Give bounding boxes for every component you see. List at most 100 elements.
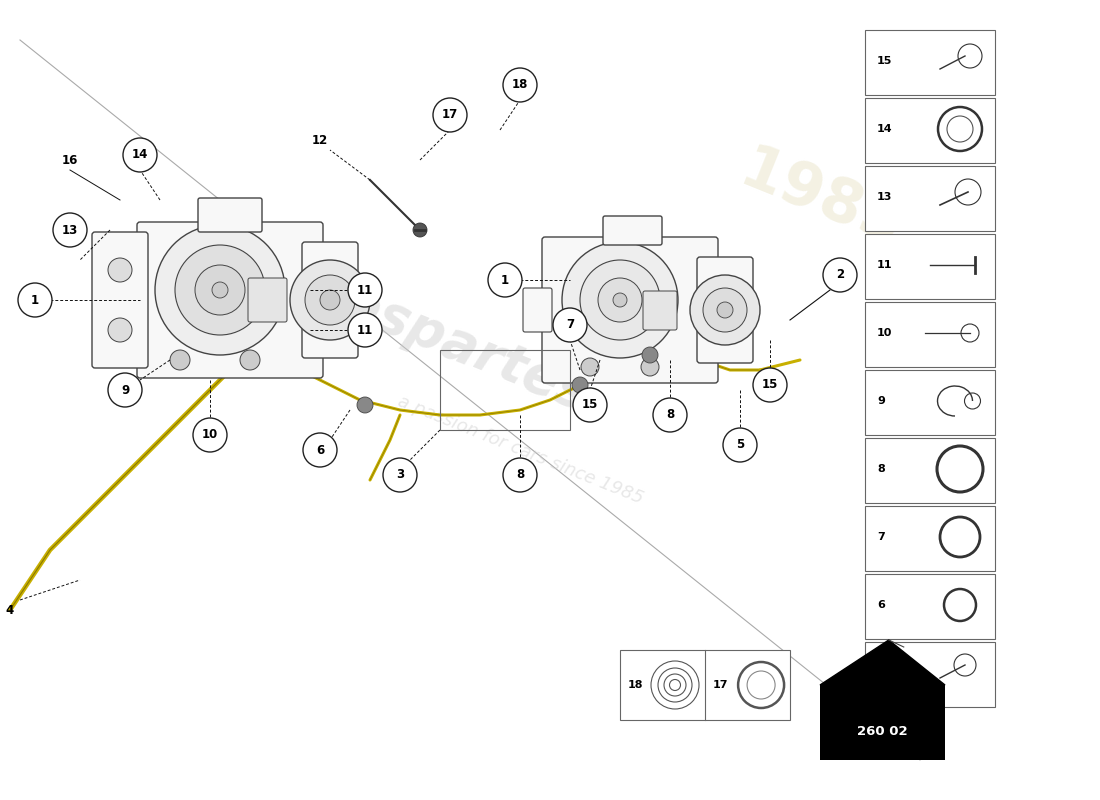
Text: 17: 17: [713, 680, 728, 690]
Circle shape: [348, 273, 382, 307]
Text: 13: 13: [62, 223, 78, 237]
Text: 3: 3: [396, 469, 404, 482]
FancyBboxPatch shape: [522, 288, 552, 332]
Text: 15: 15: [762, 378, 778, 391]
Bar: [865, 438, 996, 503]
Text: 5: 5: [736, 438, 744, 451]
Text: 16: 16: [62, 154, 78, 166]
Text: 11: 11: [356, 323, 373, 337]
Text: 7: 7: [565, 318, 574, 331]
Text: 10: 10: [202, 429, 218, 442]
Circle shape: [572, 377, 588, 393]
FancyBboxPatch shape: [138, 222, 323, 378]
Circle shape: [320, 290, 340, 310]
Text: 11: 11: [877, 260, 892, 270]
Circle shape: [717, 302, 733, 318]
Bar: [865, 642, 996, 707]
Text: 10: 10: [877, 328, 892, 338]
Circle shape: [412, 223, 427, 237]
Text: 5: 5: [877, 668, 884, 678]
FancyBboxPatch shape: [697, 257, 754, 363]
Text: 14: 14: [132, 149, 148, 162]
Text: 18: 18: [512, 78, 528, 91]
Circle shape: [641, 358, 659, 376]
Circle shape: [598, 278, 642, 322]
Bar: [865, 302, 996, 367]
Text: 2: 2: [836, 269, 844, 282]
Circle shape: [108, 373, 142, 407]
Text: 18: 18: [628, 680, 643, 690]
Circle shape: [581, 358, 600, 376]
Bar: [865, 506, 996, 571]
Circle shape: [703, 288, 747, 332]
Circle shape: [175, 245, 265, 335]
Circle shape: [53, 213, 87, 247]
Circle shape: [192, 418, 227, 452]
Circle shape: [573, 388, 607, 422]
Circle shape: [553, 308, 587, 342]
Bar: [865, 166, 996, 231]
Text: 9: 9: [877, 396, 884, 406]
Polygon shape: [820, 640, 945, 685]
Text: 12: 12: [312, 134, 328, 146]
Bar: [865, 234, 996, 299]
Circle shape: [170, 350, 190, 370]
Bar: [620, 650, 790, 720]
Bar: [440, 350, 570, 430]
Circle shape: [613, 293, 627, 307]
Circle shape: [823, 258, 857, 292]
FancyBboxPatch shape: [542, 237, 718, 383]
Circle shape: [108, 318, 132, 342]
Circle shape: [108, 258, 132, 282]
Text: a passion for cars since 1985: a passion for cars since 1985: [395, 392, 646, 508]
Text: 15: 15: [877, 56, 892, 66]
Text: 13: 13: [877, 192, 892, 202]
Text: 8: 8: [877, 464, 884, 474]
FancyBboxPatch shape: [603, 216, 662, 245]
Circle shape: [195, 265, 245, 315]
Circle shape: [383, 458, 417, 492]
Circle shape: [302, 433, 337, 467]
Text: 1: 1: [500, 274, 509, 286]
Circle shape: [690, 275, 760, 345]
Circle shape: [123, 138, 157, 172]
Circle shape: [290, 260, 370, 340]
Text: 14: 14: [877, 124, 892, 134]
Circle shape: [348, 313, 382, 347]
FancyBboxPatch shape: [302, 242, 358, 358]
Text: 11: 11: [356, 283, 373, 297]
Text: 15: 15: [582, 398, 598, 411]
FancyBboxPatch shape: [248, 278, 287, 322]
Circle shape: [754, 368, 786, 402]
Text: 17: 17: [442, 109, 458, 122]
Circle shape: [562, 242, 678, 358]
Circle shape: [433, 98, 468, 132]
Circle shape: [305, 275, 355, 325]
Bar: [865, 30, 996, 95]
Text: 1: 1: [31, 294, 40, 306]
Text: 1985: 1985: [730, 141, 910, 259]
Text: 8: 8: [516, 469, 524, 482]
Bar: [865, 98, 996, 163]
Circle shape: [358, 397, 373, 413]
Circle shape: [212, 282, 228, 298]
Bar: [865, 370, 996, 435]
Circle shape: [503, 68, 537, 102]
Text: 260 02: 260 02: [857, 725, 907, 738]
Bar: [865, 574, 996, 639]
Circle shape: [240, 350, 260, 370]
Text: 9: 9: [121, 383, 129, 397]
Circle shape: [18, 283, 52, 317]
Text: 7: 7: [877, 532, 884, 542]
Text: 8: 8: [666, 409, 674, 422]
Circle shape: [642, 347, 658, 363]
Text: 6: 6: [877, 600, 884, 610]
FancyBboxPatch shape: [198, 198, 262, 232]
Text: 4: 4: [6, 603, 14, 617]
Circle shape: [503, 458, 537, 492]
FancyBboxPatch shape: [644, 291, 676, 330]
Circle shape: [653, 398, 688, 432]
Text: 6: 6: [316, 443, 324, 457]
Text: eurospartes: eurospartes: [244, 238, 596, 422]
Circle shape: [155, 225, 285, 355]
